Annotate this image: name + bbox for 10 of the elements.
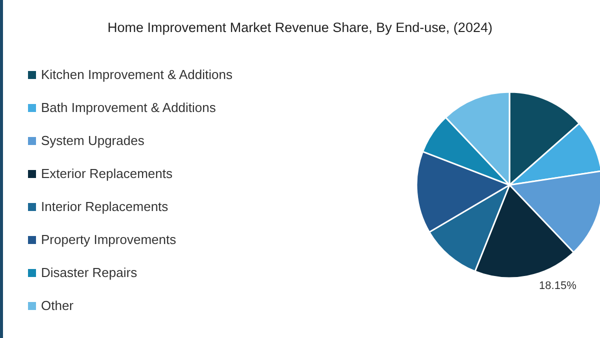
legend-label: Other — [41, 298, 74, 313]
chart-title: Home Improvement Market Revenue Share, By End-use, (2024) — [106, 20, 494, 35]
legend-label: Bath Improvement & Additions — [41, 100, 216, 115]
legend-label: Exterior Replacements — [41, 166, 172, 181]
legend-label: Disaster Repairs — [41, 265, 138, 280]
legend-label: Property Improvements — [41, 232, 176, 247]
data-label: 18.15% — [539, 280, 577, 292]
legend-label: Kitchen Improvement & Additions — [41, 67, 232, 82]
legend-label: Interior Replacements — [41, 199, 168, 214]
legend-label: System Upgrades — [41, 133, 144, 148]
